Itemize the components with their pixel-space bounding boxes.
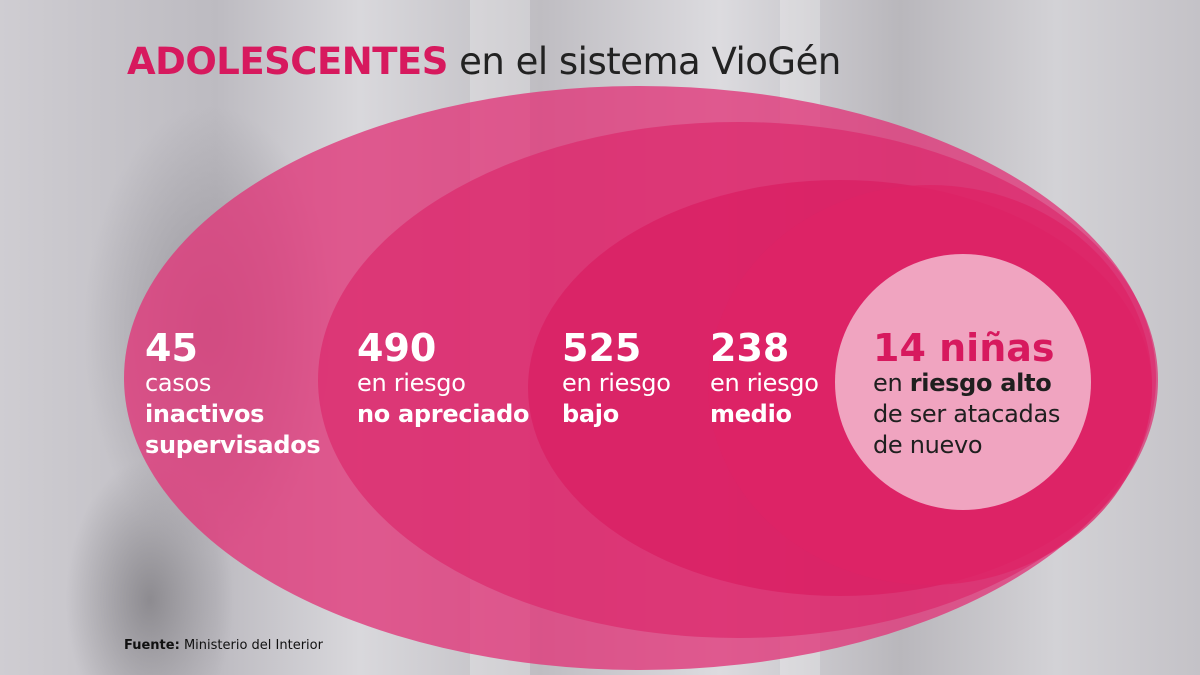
label-riesgo-alto-line1: en riesgo alto bbox=[873, 368, 1060, 399]
label-riesgo-alto-line3: de nuevo bbox=[873, 431, 983, 459]
label-no-apreciado-bold1: no apreciado bbox=[357, 400, 530, 428]
label-no-apreciado: 490 en riesgo no apreciado bbox=[357, 328, 529, 430]
value-no-apreciado: 490 bbox=[357, 326, 437, 370]
source-label: Fuente: bbox=[124, 638, 180, 653]
value-inactivos: 45 bbox=[145, 326, 198, 370]
label-no-apreciado-line1: en riesgo bbox=[357, 369, 466, 397]
value-riesgo-alto: 14 niñas bbox=[873, 326, 1055, 370]
label-riesgo-alto-pre: en bbox=[873, 369, 903, 397]
label-medio-line1: en riesgo bbox=[710, 369, 819, 397]
label-bajo-line1: en riesgo bbox=[562, 369, 671, 397]
label-riesgo-alto-line2: de ser atacadas bbox=[873, 400, 1061, 428]
title-highlight: ADOLESCENTES bbox=[127, 40, 448, 83]
value-medio: 238 bbox=[710, 326, 790, 370]
value-bajo: 525 bbox=[562, 326, 642, 370]
source-text: Ministerio del Interior bbox=[183, 638, 323, 653]
label-inactivos-line1: casos bbox=[145, 369, 212, 397]
source-note: Fuente: Ministerio del Interior bbox=[124, 638, 323, 653]
page-title: ADOLESCENTES en el sistema VioGén bbox=[127, 40, 841, 83]
label-inactivos-bold1: inactivos bbox=[145, 400, 265, 428]
label-bajo: 525 en riesgo bajo bbox=[562, 328, 671, 430]
label-riesgo-alto: 14 niñas en riesgo alto de ser atacadas … bbox=[873, 328, 1060, 461]
title-rest: en el sistema VioGén bbox=[459, 40, 841, 83]
label-inactivos-bold2: supervisados bbox=[145, 431, 321, 459]
label-medio-bold1: medio bbox=[710, 400, 792, 428]
label-riesgo-alto-bold1: riesgo alto bbox=[909, 369, 1052, 397]
label-bajo-bold1: bajo bbox=[562, 400, 619, 428]
label-inactivos: 45 casos inactivos supervisados bbox=[145, 326, 321, 461]
label-medio: 238 en riesgo medio bbox=[710, 328, 819, 430]
circle-riesgo-alto bbox=[835, 254, 1091, 510]
